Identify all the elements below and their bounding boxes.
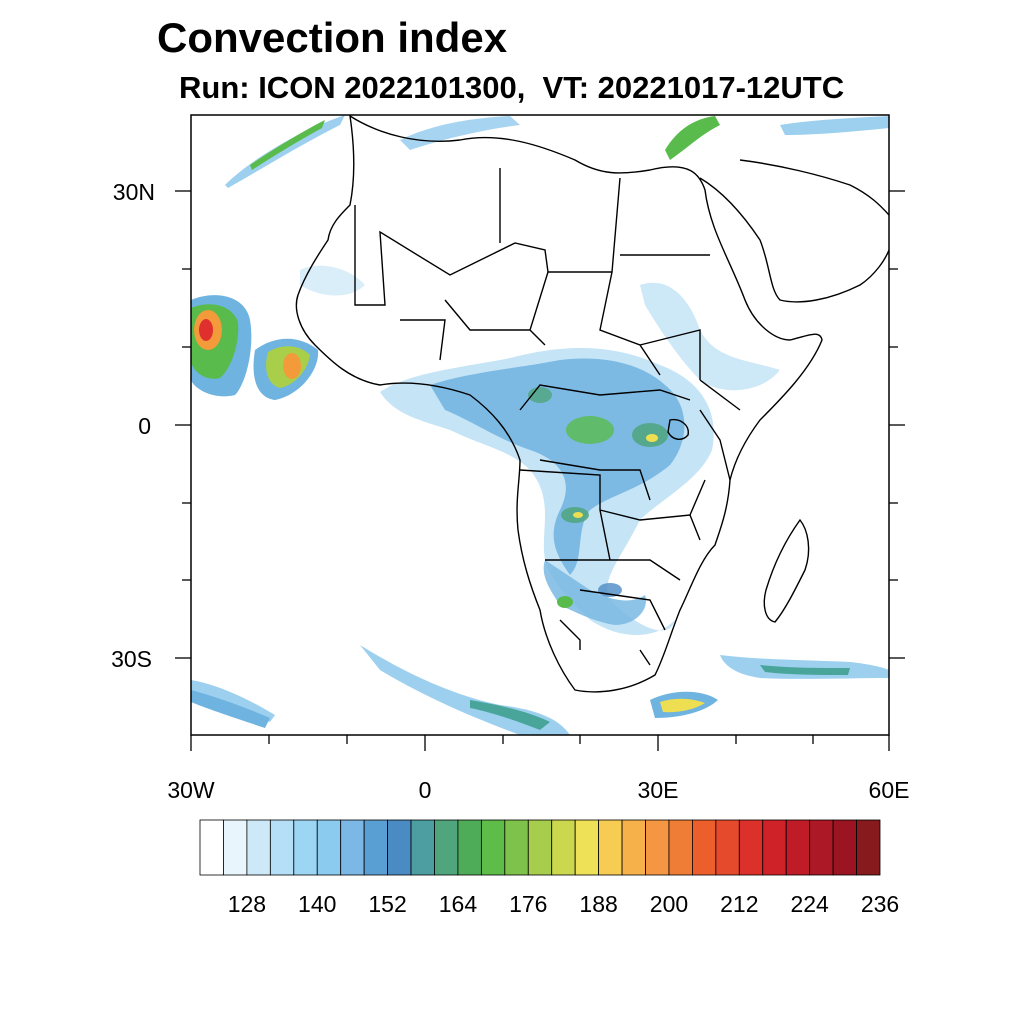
colorbar-swatch: [293, 819, 318, 876]
band-south-indian: [720, 655, 889, 679]
colorbar-tick-label: 152: [368, 891, 406, 917]
colorbar-tick-label: 236: [861, 891, 899, 917]
colorbar-tick-label: 224: [790, 891, 829, 917]
coastline-africa: [295, 115, 823, 693]
colorbar-tick-label: 128: [228, 891, 266, 917]
colorbar-labels: 128 140 152 164 176 188 200 212 224 236: [228, 891, 899, 917]
colorbar-swatch: [223, 819, 248, 876]
colorbar-swatch: [363, 819, 388, 876]
colorbar-swatch: [316, 819, 342, 876]
convection-area-sahel: [300, 265, 365, 296]
colorbar-swatch: [809, 819, 834, 876]
colorbar-swatch: [832, 819, 857, 876]
cell-lakes-yellow: [646, 434, 658, 442]
band-northeast: [780, 116, 889, 135]
colorbar-swatch: [692, 819, 717, 876]
colorbar-tick-label: 212: [720, 891, 758, 917]
colorbar-swatch: [856, 819, 881, 876]
chart-title: Convection index: [157, 14, 508, 61]
colorbar-swatch: [621, 819, 646, 876]
cell-angola-yellow: [573, 512, 583, 518]
colorbar-tick-label: 140: [298, 891, 336, 917]
cell-gabon: [528, 387, 552, 403]
convection-area-central-core: [430, 358, 685, 575]
lat-label-30n: 30N: [113, 179, 155, 205]
colorbar-swatch: [434, 819, 459, 876]
chart-subtitle: Run: ICON 2022101300, VT: 20221017-12UTC: [179, 70, 845, 105]
longitude-labels: 30W 0 30E 60E: [167, 777, 909, 803]
cell-congo-green: [566, 416, 614, 444]
colorbar-swatch: [340, 819, 365, 876]
colorbar-swatch: [504, 819, 529, 876]
colorbar: [199, 819, 881, 876]
latitude-labels: 30N 0 30S: [111, 179, 155, 672]
lon-label-0: 0: [419, 777, 432, 803]
band-mediterranean: [400, 116, 520, 150]
lat-label-0: 0: [138, 413, 151, 439]
band-south-atlantic-2-core: [470, 700, 550, 730]
colorbar-swatch: [762, 819, 787, 876]
lake-victoria: [667, 418, 689, 440]
lon-label-30e: 30E: [638, 777, 679, 803]
colorbar-tick-label: 176: [509, 891, 547, 917]
country-borders: [295, 115, 889, 693]
storm-atlantic-east-orange: [283, 353, 301, 379]
colorbar-swatch: [551, 819, 576, 876]
band-southwest: [191, 690, 270, 728]
colorbar-swatch: [598, 819, 623, 876]
lon-label-60e: 60E: [869, 777, 910, 803]
border-lines: [354, 168, 741, 666]
colorbar-swatch: [410, 819, 435, 876]
colorbar-swatch: [246, 819, 271, 876]
colorbar-tick-label: 164: [439, 891, 478, 917]
colorbar-swatch: [387, 819, 412, 876]
band-north-atlantic: [225, 115, 345, 188]
colorbar-tick-label: 200: [650, 891, 688, 917]
colorbar-swatch: [645, 819, 670, 876]
lat-label-30s: 30S: [111, 646, 152, 672]
colorbar-tick-label: 188: [579, 891, 617, 917]
storm-atlantic-west-core-red: [199, 319, 213, 341]
convection-fields: [191, 115, 889, 735]
colorbar-swatch: [199, 819, 224, 876]
colorbar-swatch: [480, 819, 506, 876]
colorbar-swatch: [527, 819, 553, 876]
coastline-madagascar: [763, 518, 810, 623]
lon-label-30w: 30W: [167, 777, 215, 803]
cell-namibia: [557, 596, 573, 608]
colorbar-swatch: [785, 819, 811, 876]
band-north-atlantic-core: [250, 120, 325, 170]
convection-area-ethiopia: [640, 282, 780, 391]
colorbar-swatch: [715, 819, 740, 876]
colorbar-swatch: [668, 819, 693, 876]
band-south-indian-core: [760, 665, 850, 675]
band-agulhas-core: [660, 698, 705, 713]
colorbar-swatch: [574, 819, 600, 876]
axis-ticks: [175, 190, 905, 751]
coastline-arabia: [699, 159, 889, 303]
colorbar-swatch: [457, 819, 482, 876]
colorbar-swatch: [738, 819, 764, 876]
band-east-med: [665, 116, 720, 160]
colorbar-swatch: [269, 819, 295, 876]
